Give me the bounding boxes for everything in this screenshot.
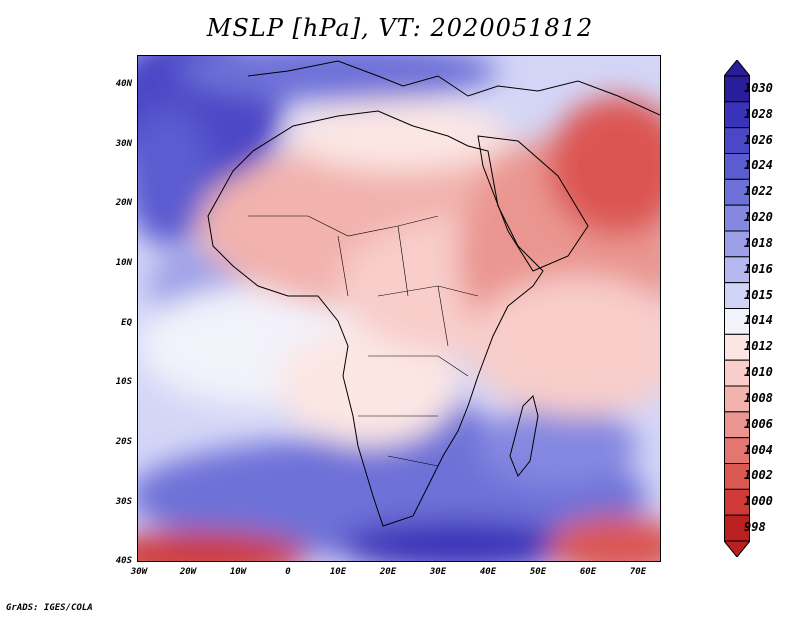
lon-label-0: 0 bbox=[285, 567, 291, 577]
colorbar-swatch bbox=[724, 463, 750, 490]
lat-label-30s: 30S bbox=[115, 497, 132, 507]
colorbar-swatch bbox=[724, 333, 750, 361]
colorbar-swatch bbox=[724, 308, 750, 335]
lon-label-20e: 20E bbox=[379, 567, 397, 577]
lat-label-30n: 30N bbox=[115, 139, 132, 149]
colorbar-label: 1015 bbox=[744, 287, 773, 302]
colorbar-label: 1006 bbox=[744, 416, 773, 431]
lat-label-10s: 10S bbox=[115, 377, 132, 387]
colorbar-label: 1026 bbox=[744, 132, 773, 147]
grads-credit: GrADS: IGES/COLA bbox=[6, 603, 93, 613]
madagascar-coastline bbox=[509, 395, 539, 477]
colorbar-label: 1012 bbox=[744, 339, 773, 354]
lon-label-30w: 30W bbox=[130, 567, 148, 577]
lon-label-30e: 30E bbox=[429, 567, 447, 577]
colorbar-swatch bbox=[724, 385, 750, 413]
colorbar-swatch bbox=[724, 514, 750, 542]
colorbar-label: 1002 bbox=[744, 468, 773, 483]
colorbar-swatch bbox=[724, 359, 750, 387]
colorbar-swatch bbox=[724, 256, 750, 284]
colorbar-label: 1024 bbox=[744, 158, 773, 173]
lon-label-50e: 50E bbox=[529, 567, 547, 577]
lon-label-40e: 40E bbox=[479, 567, 497, 577]
colorbar-swatch bbox=[724, 411, 750, 439]
colorbar-label: 1000 bbox=[744, 494, 773, 509]
lon-label-60e: 60E bbox=[579, 567, 597, 577]
colorbar-bottom-arrow bbox=[724, 540, 750, 557]
colorbar-label: 1028 bbox=[744, 106, 773, 121]
colorbar-label: 1022 bbox=[744, 184, 773, 199]
lat-label-40n: 40N bbox=[115, 79, 132, 89]
colorbar-label: 1018 bbox=[744, 235, 773, 250]
lon-label-10w: 10W bbox=[229, 567, 247, 577]
africa-coastline bbox=[207, 110, 544, 527]
lon-label-70e: 70E bbox=[629, 567, 647, 577]
colorbar-swatch bbox=[724, 127, 750, 154]
lat-label-20n: 20N bbox=[115, 198, 132, 208]
mslp-map bbox=[138, 56, 660, 561]
chart-title: MSLP [hPa], VT: 2020051812 bbox=[206, 14, 594, 42]
colorbar bbox=[724, 60, 750, 557]
map-panel bbox=[137, 55, 661, 562]
lat-label-10n: 10N bbox=[115, 258, 132, 268]
colorbar-label: 1030 bbox=[744, 80, 773, 95]
europe-coastline bbox=[247, 60, 660, 116]
colorbar-label: 998 bbox=[744, 520, 766, 535]
lat-label-40s: 40S bbox=[115, 556, 132, 566]
lat-label-eq: EQ bbox=[121, 318, 132, 328]
colorbar-swatch bbox=[724, 75, 750, 103]
lon-label-10e: 10E bbox=[329, 567, 347, 577]
colorbar-top-arrow bbox=[724, 60, 750, 77]
colorbar-label: 1004 bbox=[744, 442, 773, 457]
pressure-field bbox=[138, 56, 660, 561]
colorbar-swatch bbox=[724, 230, 750, 258]
colorbar-label: 1020 bbox=[744, 210, 773, 225]
lon-label-20w: 20W bbox=[179, 567, 197, 577]
country-borders bbox=[248, 215, 479, 467]
lat-label-20s: 20S bbox=[115, 437, 132, 447]
colorbar-label: 1010 bbox=[744, 365, 773, 380]
colorbar-label: 1014 bbox=[744, 313, 773, 328]
arabia-coastline bbox=[477, 135, 589, 272]
colorbar-label: 1016 bbox=[744, 261, 773, 276]
colorbar-label: 1008 bbox=[744, 390, 773, 405]
